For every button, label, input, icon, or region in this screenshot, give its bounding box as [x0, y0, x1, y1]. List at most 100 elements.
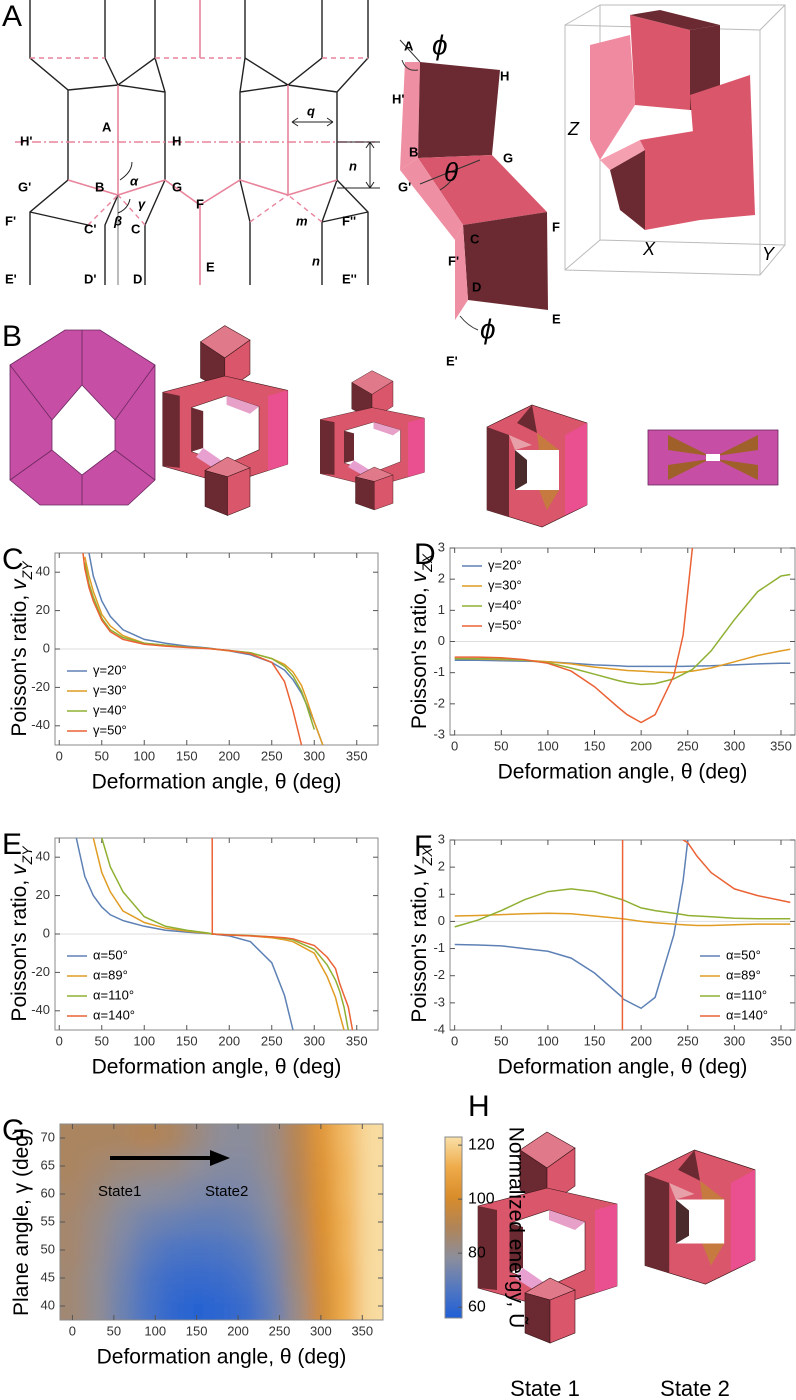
fold-label: A	[404, 38, 414, 53]
x-tick-label: 100	[133, 748, 155, 763]
series-group	[75, 838, 354, 1030]
x-tick-label: 250	[261, 1033, 283, 1048]
energy-cell	[258, 1124, 285, 1153]
legend-label: γ=50°	[93, 722, 127, 737]
fold-label: D	[472, 279, 481, 294]
series-line	[454, 840, 689, 1010]
energy-cell	[209, 1264, 235, 1293]
x-tick-label: 300	[310, 1323, 332, 1338]
configurations	[9, 325, 779, 528]
y-tick-label: -4	[433, 1021, 445, 1036]
schematic-label: n	[349, 158, 357, 173]
schematic-label: C	[131, 221, 141, 236]
legend-label: α=140°	[726, 1007, 768, 1022]
y-axis-label-text: Poisson's ratio,	[408, 881, 431, 1023]
shape-face	[291, 117, 380, 189]
shape-face	[463, 212, 548, 310]
energy-cell	[333, 1236, 359, 1265]
energy-cell	[283, 1264, 309, 1293]
energy-cell	[308, 1208, 334, 1237]
arrow-head	[210, 1150, 230, 1166]
panel-letter: B	[2, 320, 22, 353]
y-tick-label: 40	[41, 1297, 55, 1312]
shape-face	[610, 150, 645, 230]
y-axis-label-sub: ZY	[19, 845, 35, 866]
energy-cell	[184, 1180, 210, 1209]
energy-cell	[84, 1208, 111, 1237]
x-tick-label: 200	[630, 738, 652, 753]
shape-face	[630, 10, 720, 30]
x-tick-label: 250	[677, 738, 699, 753]
energy-cell	[84, 1152, 111, 1181]
energy-cell	[209, 1236, 235, 1265]
y-axis-label: Poisson's ratio, vZX	[408, 553, 435, 729]
x-tick-label: 300	[303, 1033, 325, 1048]
fold-label: C	[470, 231, 480, 246]
y-tick-label: -1	[433, 664, 445, 679]
y-axis-label: Poisson's ratio, vZX	[408, 847, 435, 1023]
x-tick-label: 100	[133, 1033, 155, 1048]
legend-label: γ=40°	[93, 702, 127, 717]
x-tick-label: 150	[176, 748, 198, 763]
series-line	[454, 659, 791, 668]
energy-cell	[209, 1292, 235, 1320]
shape-face	[455, 225, 468, 320]
shape-face	[716, 435, 758, 456]
y-tick-label: -40	[31, 1002, 50, 1017]
shape-face	[117, 161, 133, 214]
crease-pattern	[15, 0, 380, 285]
energy-cell	[358, 1124, 383, 1153]
fold-label: ϕ	[480, 313, 496, 344]
energy-cell	[283, 1180, 309, 1209]
series-group	[82, 553, 324, 745]
colorbar-label: Normalized energy, Ũ	[504, 1127, 528, 1329]
energy-cell	[258, 1264, 285, 1293]
legend-label: γ=40°	[488, 597, 522, 612]
series-group	[454, 548, 791, 724]
panel-letter: G	[2, 1114, 25, 1147]
panel-letter: H	[468, 1090, 490, 1123]
energy-cell	[109, 1180, 136, 1209]
schematic-label: α	[130, 173, 139, 188]
shape-face	[418, 62, 500, 158]
series-line	[75, 838, 294, 1030]
y-tick-label: 0	[438, 633, 445, 648]
x-tick-label: 100	[144, 1323, 166, 1338]
y-tick-label: 20	[36, 887, 50, 902]
energy-cell	[333, 1292, 359, 1320]
energy-cell	[134, 1180, 160, 1209]
x-tick-label: 150	[584, 1033, 606, 1048]
shape-face	[399, 39, 481, 331]
folded-unit	[399, 39, 548, 331]
x-tick-label: 200	[227, 1323, 249, 1338]
y-tick-label: 60	[41, 1185, 55, 1200]
panel-letter: A	[2, 0, 22, 33]
legend-label: α=50°	[726, 947, 761, 962]
fold-label: ϕ	[432, 29, 448, 60]
x-tick-label: 300	[303, 748, 325, 763]
y-tick-label: -40	[31, 717, 50, 732]
fold-label: H	[500, 68, 509, 83]
y-axis-label-var: v	[408, 864, 431, 876]
shape-face	[67, 0, 338, 285]
y-axis-label-text: Poisson's ratio,	[8, 880, 31, 1022]
x-axis-label: Deformation angle, θ (deg)	[97, 1346, 347, 1369]
x-tick-label: 250	[677, 1033, 699, 1048]
series-group	[454, 840, 791, 1030]
fold-label: E'	[446, 353, 458, 368]
energy-cell	[209, 1208, 235, 1237]
energy-cell	[233, 1264, 260, 1293]
flat-ring	[9, 329, 156, 506]
legend-label: α=140°	[93, 1007, 135, 1022]
energy-cell	[308, 1152, 334, 1181]
shape-face	[706, 454, 720, 461]
energy-cell	[283, 1152, 309, 1181]
x-axis-label: Deformation angle, θ (deg)	[498, 761, 748, 784]
energy-cell	[258, 1152, 285, 1181]
energy-cell	[184, 1236, 210, 1265]
shape-face	[9, 329, 156, 506]
energy-cell	[184, 1264, 210, 1293]
fold-label: B	[409, 144, 418, 159]
